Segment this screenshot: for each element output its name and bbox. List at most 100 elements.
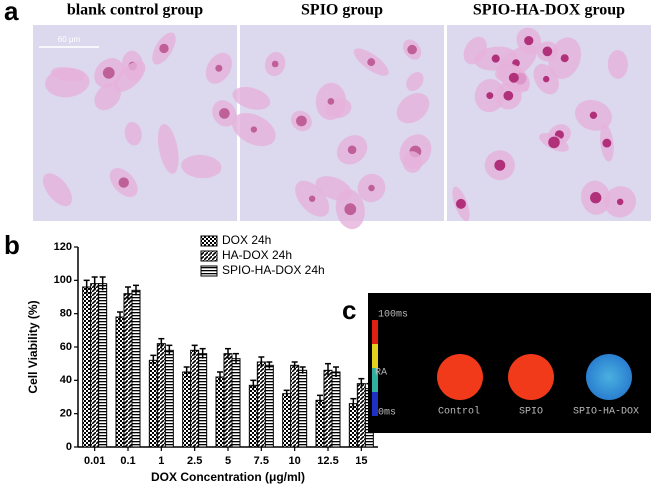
nucleus bbox=[102, 66, 115, 79]
nucleus bbox=[327, 98, 335, 105]
bar-chart: 0 20 40 60 80 100 120 Cell Viability (%) DOX Con… bbox=[26, 233, 378, 484]
y-tick-label: 60 bbox=[60, 341, 72, 353]
bar bbox=[182, 371, 192, 448]
error-bar bbox=[283, 389, 290, 397]
cell bbox=[402, 151, 423, 173]
nucleus bbox=[271, 60, 279, 68]
nucleus bbox=[494, 159, 506, 171]
legend-swatch bbox=[200, 265, 218, 277]
sample-label: SPIO bbox=[519, 407, 543, 418]
nucleus bbox=[508, 72, 519, 83]
panel-label: c bbox=[342, 295, 356, 325]
nucleus bbox=[407, 44, 417, 55]
legend-swatch bbox=[200, 235, 218, 247]
nucleus bbox=[542, 46, 553, 57]
nucleus bbox=[560, 54, 569, 63]
bar bbox=[356, 383, 366, 448]
error-bar bbox=[217, 371, 223, 382]
nucleus bbox=[308, 195, 316, 202]
panel-label: a bbox=[4, 0, 19, 26]
colorbar-segment bbox=[372, 344, 378, 368]
y-tick-label: 80 bbox=[60, 308, 72, 320]
bar bbox=[198, 353, 208, 448]
bar bbox=[348, 403, 358, 448]
nucleus bbox=[548, 136, 560, 149]
x-tick-label: 1 bbox=[158, 455, 164, 467]
nucleus bbox=[524, 36, 534, 46]
error-bar bbox=[333, 366, 339, 377]
y-tick-label: 40 bbox=[60, 374, 72, 386]
nucleus bbox=[455, 198, 466, 209]
error-bar bbox=[99, 276, 106, 291]
nucleus bbox=[344, 203, 357, 216]
nucleus bbox=[589, 111, 598, 119]
x-tick-label: 15 bbox=[355, 455, 367, 467]
error-bar bbox=[225, 347, 231, 359]
cell bbox=[406, 72, 424, 91]
bar bbox=[131, 289, 141, 448]
bar bbox=[323, 369, 333, 448]
bar bbox=[290, 364, 300, 448]
x-tick-label: 10 bbox=[289, 455, 301, 467]
cell bbox=[94, 83, 121, 111]
error-bar bbox=[83, 279, 90, 294]
bar bbox=[115, 316, 125, 448]
y-tick-label: 120 bbox=[54, 241, 72, 253]
error-bar bbox=[317, 394, 323, 406]
sample-label: SPIO-HA-DOX bbox=[573, 407, 639, 418]
error-bar bbox=[166, 344, 173, 356]
colorbar-label: RA bbox=[375, 368, 387, 379]
error-bar bbox=[350, 397, 357, 409]
error-bar bbox=[291, 361, 298, 369]
cell bbox=[181, 154, 222, 179]
error-bar bbox=[325, 362, 331, 377]
error-bar bbox=[150, 354, 157, 366]
bar bbox=[123, 293, 133, 448]
nucleus bbox=[215, 64, 223, 72]
nucleus bbox=[590, 192, 602, 204]
bar bbox=[331, 371, 341, 448]
bar bbox=[231, 358, 241, 448]
nucleus bbox=[486, 92, 494, 100]
nucleus bbox=[491, 54, 500, 63]
bar bbox=[98, 283, 108, 448]
cell bbox=[157, 123, 179, 174]
bar bbox=[215, 376, 225, 448]
error-bar bbox=[125, 286, 131, 301]
x-tick-label: 5 bbox=[225, 455, 231, 467]
image-title: SPIO-HA-DOX group bbox=[473, 2, 625, 19]
cell bbox=[42, 173, 72, 207]
error-bar bbox=[250, 379, 257, 391]
sample-spot bbox=[586, 354, 632, 400]
colorbar-label: 0ms bbox=[378, 408, 396, 419]
error-bar bbox=[258, 356, 265, 367]
panel-label: b bbox=[4, 230, 20, 260]
x-axis-label: DOX Concentration (μg/ml) bbox=[151, 470, 305, 484]
y-axis-label: Cell Viability (%) bbox=[26, 300, 40, 393]
bar bbox=[164, 349, 174, 448]
sample-spot bbox=[508, 354, 554, 400]
error-bar bbox=[233, 352, 239, 364]
bar bbox=[190, 349, 200, 448]
bar bbox=[248, 384, 258, 448]
error-bar bbox=[133, 284, 139, 296]
error-bar bbox=[299, 366, 306, 374]
image-title: blank control group bbox=[67, 2, 203, 19]
nucleus bbox=[368, 184, 375, 192]
nucleus bbox=[296, 115, 307, 127]
colorbar-segment bbox=[372, 392, 378, 416]
bar bbox=[148, 359, 158, 448]
bar bbox=[264, 364, 274, 448]
imaging-panel: 100ms RA 0ms Control SPIO SPIO-HA-DOX bbox=[368, 293, 651, 433]
bar bbox=[156, 343, 166, 448]
cell bbox=[396, 93, 430, 124]
cell bbox=[124, 121, 142, 146]
cell bbox=[113, 61, 146, 92]
colorbar-segment bbox=[372, 368, 378, 392]
x-tick-label: 0.1 bbox=[120, 455, 135, 467]
bar bbox=[82, 286, 92, 448]
y-tick-label: 20 bbox=[60, 408, 72, 420]
error-bar bbox=[183, 366, 190, 377]
nucleus bbox=[503, 90, 514, 101]
